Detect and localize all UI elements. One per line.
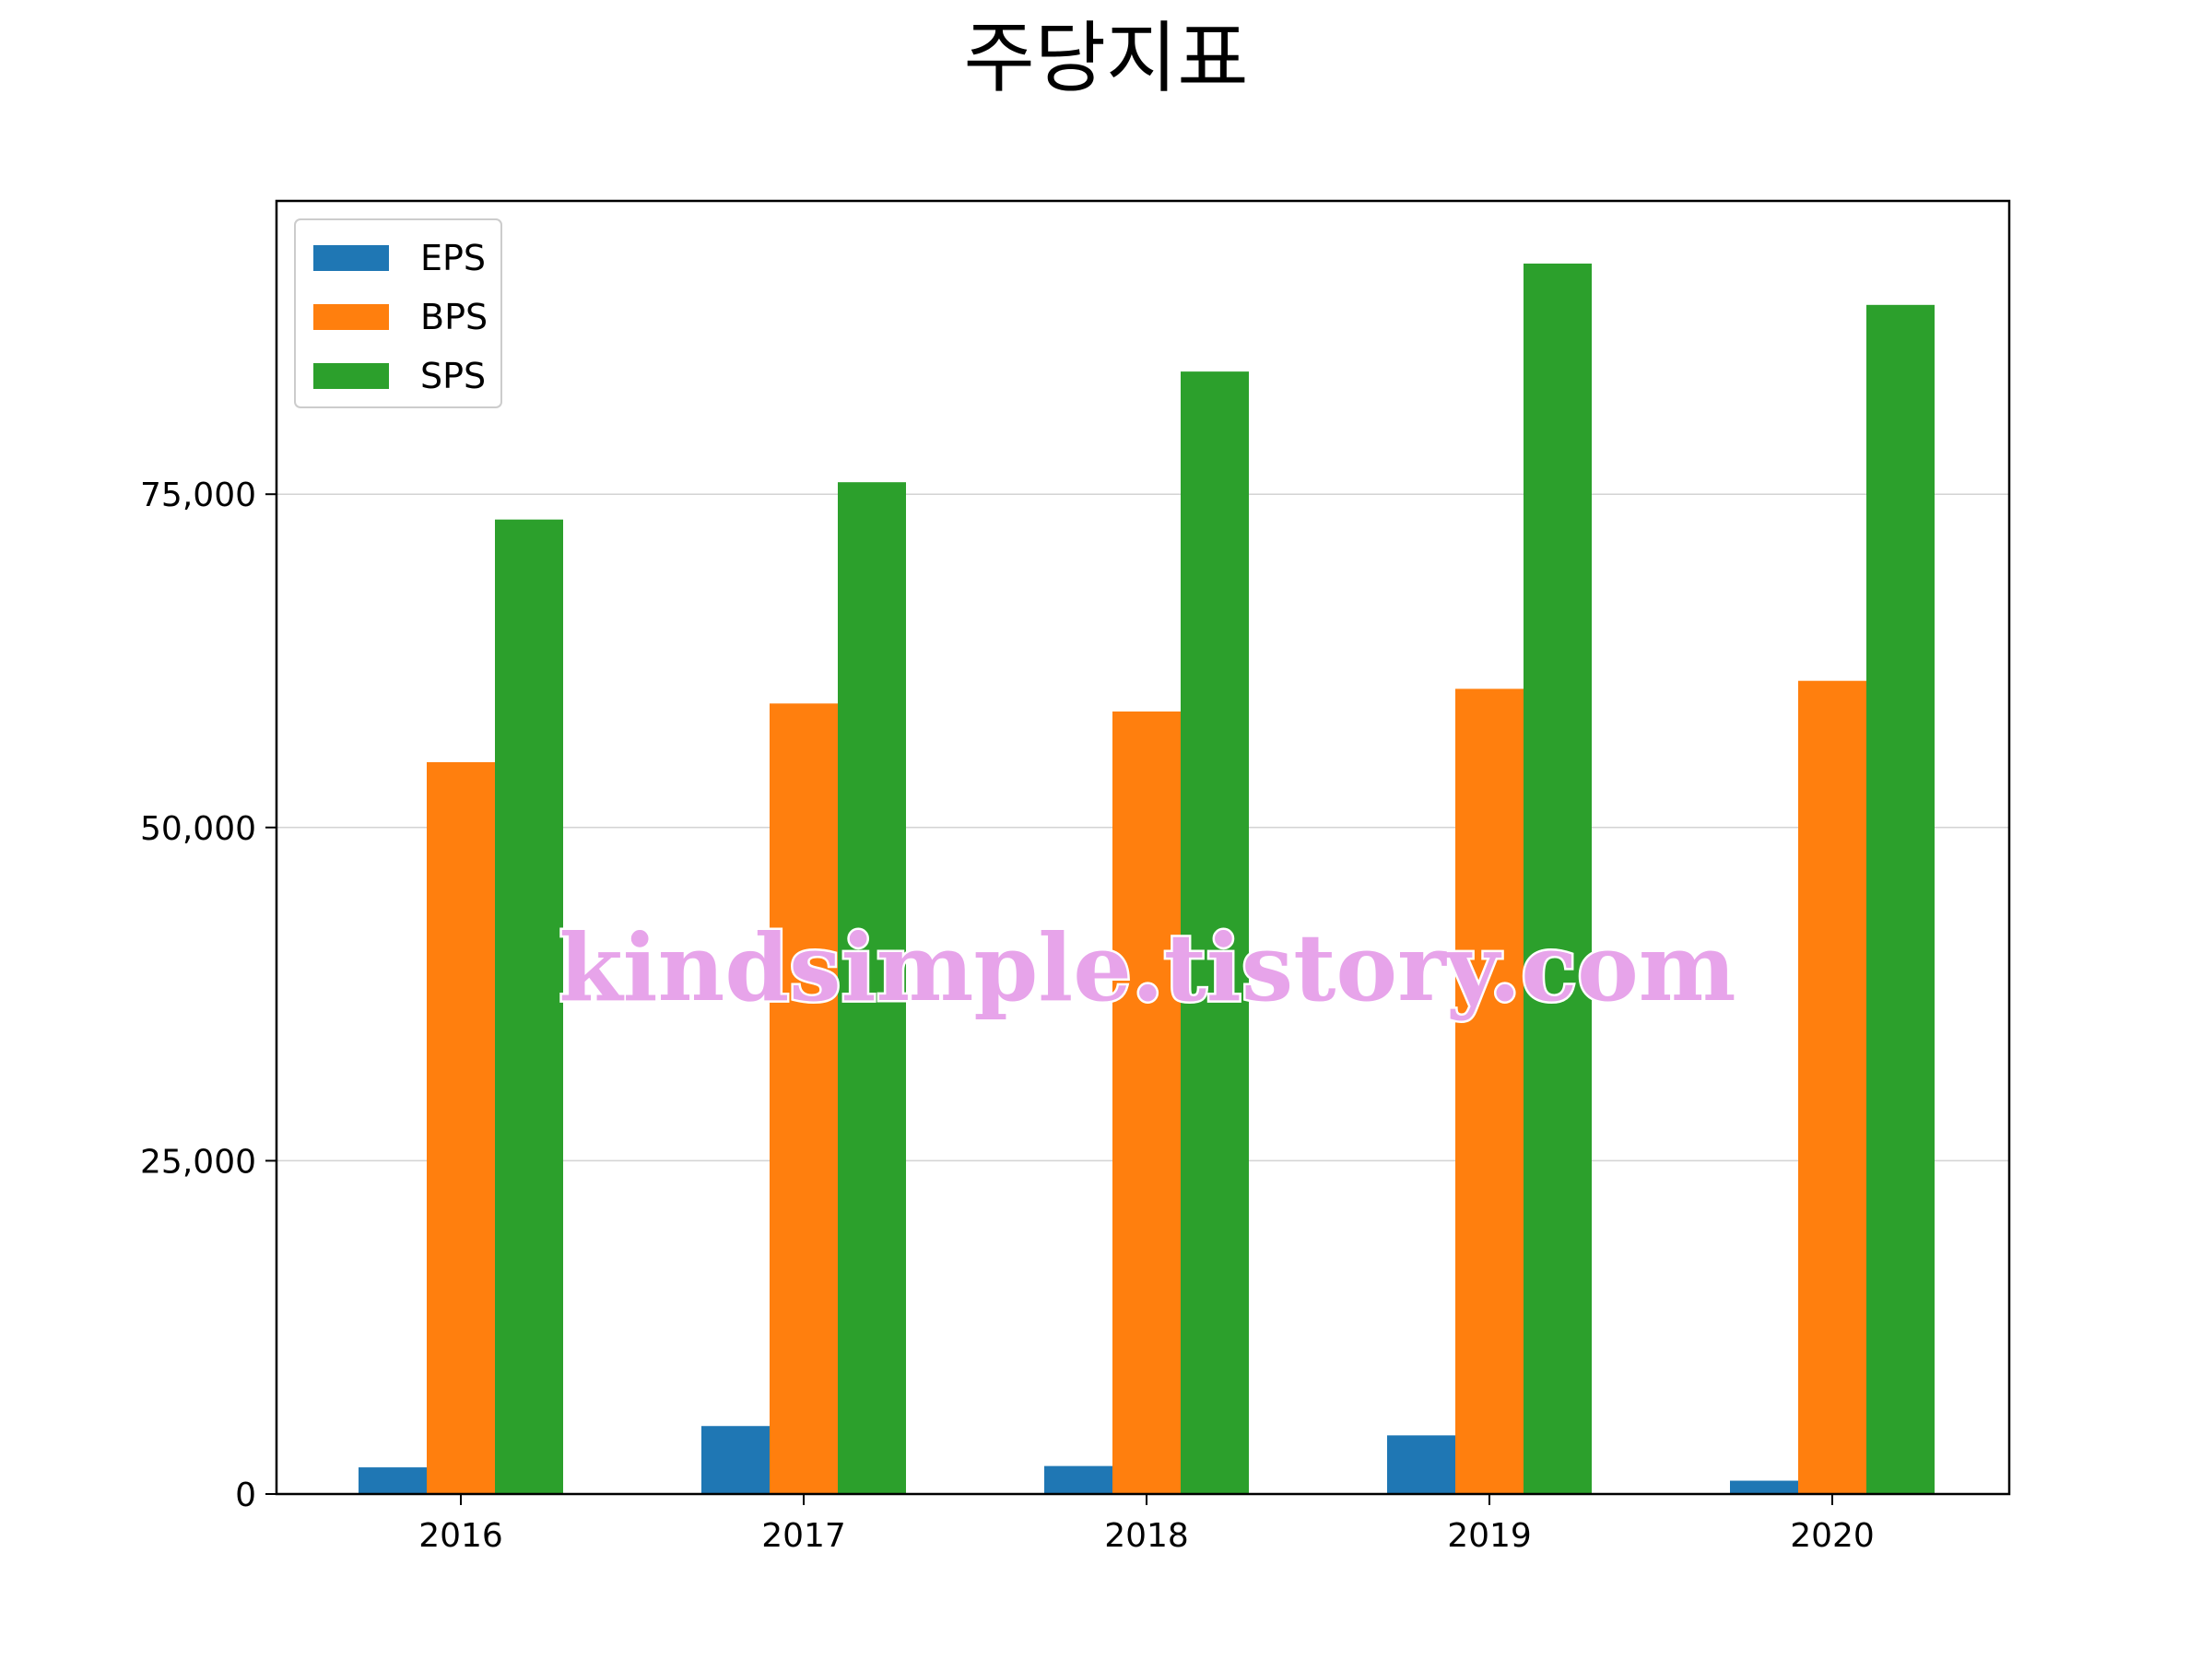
legend-label-eps: EPS	[420, 238, 486, 278]
bar-bps-2016	[427, 761, 495, 1494]
x-tick-label: 2017	[761, 1517, 846, 1555]
x-tick-label: 2020	[1790, 1517, 1875, 1555]
bar-eps-2018	[1044, 1465, 1112, 1494]
bar-eps-2016	[359, 1467, 427, 1494]
x-tick-label: 2016	[418, 1517, 503, 1555]
bar-bps-2017	[770, 703, 838, 1494]
x-tick-label: 2018	[1104, 1517, 1189, 1555]
legend-swatch-eps	[313, 245, 389, 271]
bar-eps-2017	[701, 1426, 770, 1494]
legend: EPS BPS SPS	[294, 218, 502, 408]
bar-sps-2016	[495, 519, 563, 1494]
bar-bps-2018	[1112, 711, 1181, 1494]
bar-sps-2019	[1524, 263, 1592, 1494]
bar-eps-2020	[1730, 1480, 1798, 1494]
y-tick-label: 25,000	[140, 1143, 256, 1181]
bar-eps-2019	[1387, 1435, 1455, 1494]
legend-swatch-sps	[313, 363, 389, 389]
bars	[359, 263, 1935, 1494]
bar-bps-2019	[1455, 688, 1524, 1494]
legend-label-bps: BPS	[420, 297, 488, 337]
bar-sps-2020	[1866, 304, 1935, 1494]
bar-sps-2017	[838, 482, 906, 1494]
plot-frame	[275, 199, 2011, 1496]
x-axis: 2016 2017 2018 2019 2020	[418, 1494, 1875, 1555]
y-tick-label: 50,000	[140, 810, 256, 848]
bar-bps-2020	[1798, 680, 1866, 1494]
bar-sps-2018	[1181, 371, 1249, 1494]
legend-swatch-bps	[313, 304, 389, 330]
watermark-text: kindsimple.tistory.com	[559, 913, 1735, 1022]
y-tick-label: 0	[235, 1477, 256, 1514]
legend-label-sps: SPS	[420, 356, 486, 396]
y-tick-label: 75,000	[140, 477, 256, 514]
x-tick-label: 2019	[1447, 1517, 1532, 1555]
chart-title: 주당지표	[963, 13, 1248, 103]
y-axis: 0 25,000 50,000 75,000	[140, 477, 276, 1514]
